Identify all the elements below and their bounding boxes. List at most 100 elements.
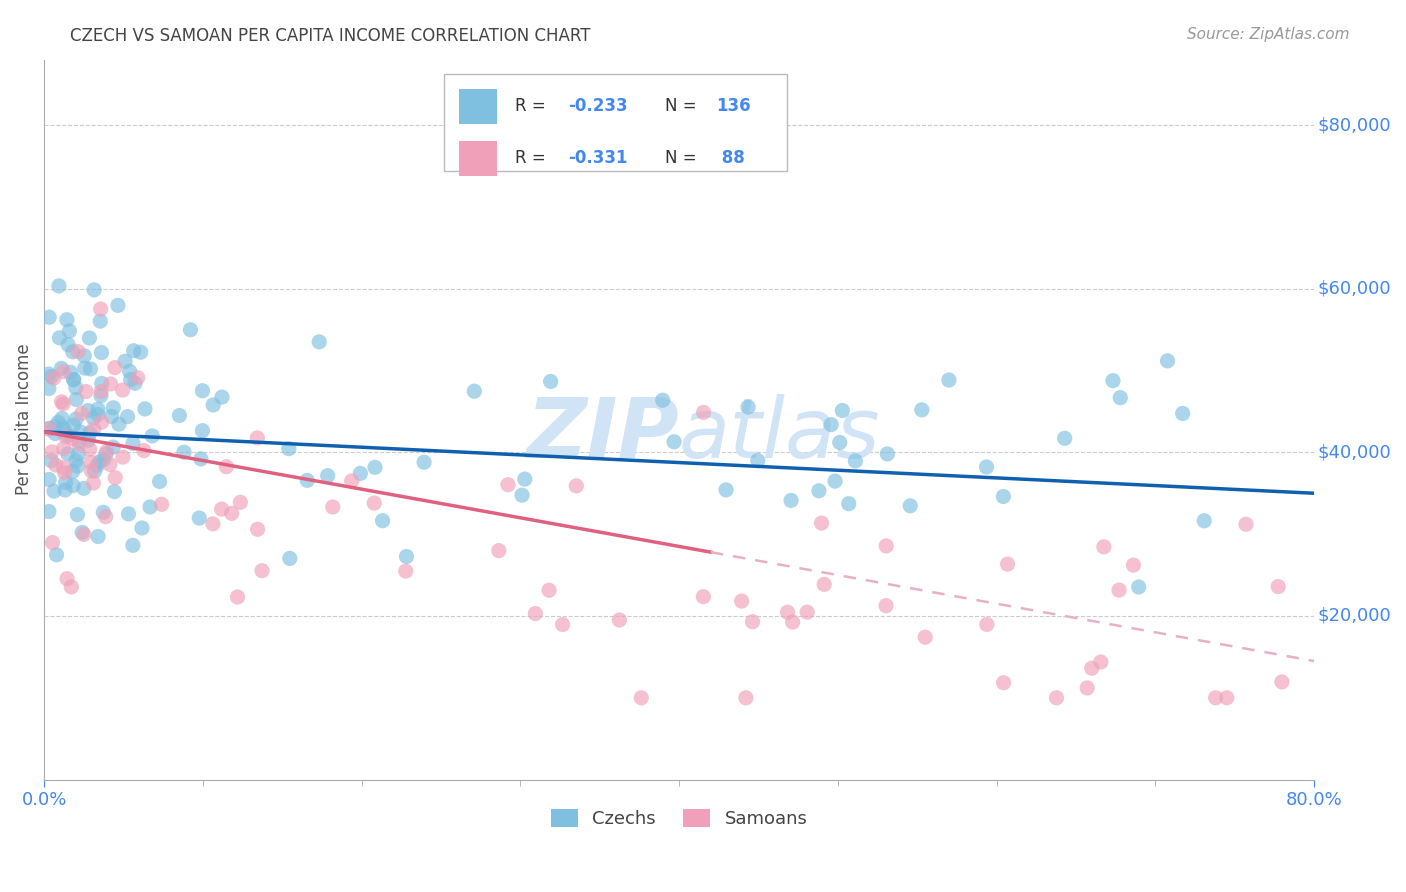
- Point: [551, 617, 574, 632]
- Point: [83, 464, 105, 478]
- Point: [190, 451, 212, 466]
- Point: [38, 472, 60, 486]
- Point: [810, 516, 832, 530]
- Point: [1216, 690, 1239, 705]
- Point: [87, 408, 110, 422]
- Point: [131, 521, 153, 535]
- Point: [169, 409, 191, 423]
- Point: [191, 384, 214, 398]
- Point: [395, 549, 418, 564]
- Point: [38, 421, 60, 435]
- Point: [69, 425, 91, 439]
- Point: [83, 283, 105, 297]
- Point: [413, 455, 436, 469]
- Point: [820, 417, 842, 432]
- Point: [59, 365, 82, 379]
- Point: [114, 354, 136, 368]
- Point: [609, 613, 631, 627]
- Point: [111, 383, 134, 397]
- Point: [73, 481, 96, 495]
- Text: -0.331: -0.331: [568, 149, 628, 167]
- Point: [56, 428, 79, 442]
- Point: [540, 375, 562, 389]
- Point: [813, 577, 835, 591]
- Point: [38, 367, 60, 381]
- Point: [122, 538, 145, 552]
- Point: [66, 344, 89, 359]
- Point: [741, 615, 763, 629]
- Point: [692, 405, 714, 419]
- Point: [202, 398, 225, 412]
- Point: [80, 464, 103, 478]
- Point: [911, 402, 934, 417]
- Point: [51, 411, 73, 425]
- Point: [737, 400, 759, 414]
- Point: [124, 376, 146, 391]
- Point: [90, 415, 112, 429]
- Point: [278, 551, 301, 566]
- Text: 136: 136: [716, 97, 751, 115]
- Point: [52, 421, 75, 435]
- Point: [55, 430, 77, 444]
- Point: [308, 334, 330, 349]
- Point: [42, 371, 65, 385]
- Point: [322, 500, 344, 514]
- Point: [70, 525, 93, 540]
- Text: atlas: atlas: [679, 393, 880, 475]
- Point: [75, 384, 97, 399]
- Point: [56, 572, 79, 586]
- Point: [211, 502, 233, 516]
- Point: [510, 488, 533, 502]
- Text: N =: N =: [665, 149, 702, 167]
- Point: [117, 507, 139, 521]
- Point: [79, 425, 101, 440]
- Point: [363, 496, 385, 510]
- Point: [221, 507, 243, 521]
- Point: [226, 590, 249, 604]
- Point: [780, 493, 803, 508]
- Point: [48, 331, 70, 345]
- Point: [100, 409, 122, 424]
- Point: [87, 402, 110, 417]
- Point: [1090, 655, 1112, 669]
- Point: [41, 369, 63, 384]
- Text: $80,000: $80,000: [1317, 116, 1392, 134]
- Point: [277, 442, 299, 456]
- Point: [52, 460, 75, 475]
- Text: ZIP: ZIP: [526, 393, 679, 475]
- Point: [103, 484, 125, 499]
- Point: [201, 516, 224, 531]
- Point: [52, 442, 75, 456]
- Point: [94, 447, 117, 461]
- Point: [52, 397, 75, 411]
- Text: $40,000: $40,000: [1317, 443, 1392, 461]
- Point: [69, 434, 91, 448]
- Point: [79, 442, 101, 457]
- Point: [1045, 690, 1067, 705]
- Point: [229, 495, 252, 509]
- Text: 88: 88: [716, 149, 745, 167]
- Point: [122, 436, 145, 450]
- Point: [98, 458, 121, 472]
- Point: [82, 411, 104, 425]
- Point: [513, 472, 536, 486]
- Point: [1234, 517, 1257, 532]
- Point: [1267, 580, 1289, 594]
- Point: [93, 452, 115, 467]
- Point: [714, 483, 737, 497]
- Point: [67, 437, 90, 451]
- Point: [875, 599, 897, 613]
- Point: [179, 323, 201, 337]
- Point: [79, 362, 101, 376]
- Point: [496, 477, 519, 491]
- Point: [73, 361, 96, 376]
- Point: [524, 607, 547, 621]
- Point: [807, 483, 830, 498]
- Point: [371, 514, 394, 528]
- Point: [211, 390, 233, 404]
- Point: [104, 360, 127, 375]
- Point: [87, 529, 110, 543]
- Point: [898, 499, 921, 513]
- FancyBboxPatch shape: [444, 74, 787, 171]
- Point: [73, 527, 96, 541]
